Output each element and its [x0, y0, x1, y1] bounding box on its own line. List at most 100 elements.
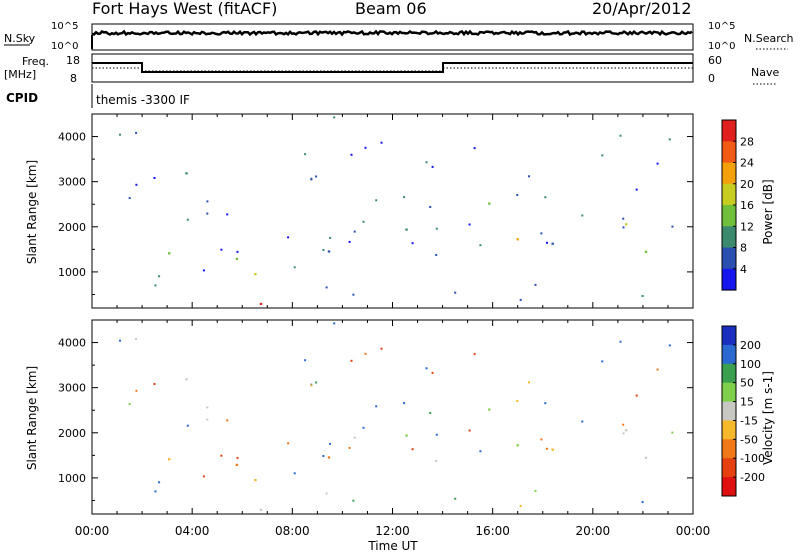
- data-point: [671, 225, 674, 228]
- colorbar-bin: [722, 247, 736, 270]
- data-point: [206, 418, 209, 421]
- data-point: [622, 226, 625, 229]
- data-point: [119, 133, 121, 136]
- data-point: [287, 236, 290, 239]
- data-point: [644, 250, 648, 253]
- noise-panel: [91, 23, 694, 51]
- data-point: [435, 460, 438, 462]
- time-axis-ticks: 00:00 04:00 08:00 12:00 16:00 20:00 00:00: [75, 524, 711, 538]
- data-point: [656, 368, 659, 371]
- velocity-scatter: [119, 322, 674, 511]
- data-point: [352, 293, 355, 296]
- data-point: [293, 266, 296, 269]
- colorbar-tick-label: 4: [740, 263, 747, 276]
- x-tick-label: 04:00: [175, 524, 210, 538]
- data-point: [551, 448, 554, 451]
- data-point: [540, 232, 543, 235]
- data-point: [635, 188, 638, 191]
- data-point: [625, 429, 628, 432]
- colorbar-tick-label: -15: [740, 414, 758, 427]
- data-point: [519, 298, 522, 301]
- data-point: [516, 400, 519, 402]
- data-point: [333, 322, 336, 325]
- data-point: [202, 269, 205, 272]
- colorbar-bin: [722, 363, 736, 384]
- data-point: [327, 250, 331, 253]
- colorbar-tick-label: -100: [740, 452, 765, 465]
- data-point: [468, 429, 471, 432]
- nave-tick-bottom: 0: [708, 72, 715, 85]
- data-point: [325, 492, 328, 495]
- freq-label: Freq.: [22, 55, 49, 68]
- data-point: [544, 402, 547, 405]
- data-point: [619, 340, 622, 343]
- nave-line: [92, 67, 693, 72]
- data-point: [473, 147, 476, 150]
- colorbar-bin: [722, 268, 736, 291]
- x-tick-label: 20:00: [576, 524, 611, 538]
- data-point: [168, 458, 171, 461]
- data-point: [431, 371, 434, 374]
- colorbar-tick-label: 50: [740, 377, 754, 390]
- data-point: [153, 383, 156, 385]
- data-point: [656, 162, 659, 165]
- data-point: [310, 178, 313, 181]
- colorbar-bin: [722, 458, 736, 478]
- data-point: [353, 230, 356, 233]
- colorbar-tick-label: 200: [740, 339, 761, 352]
- colorbar-bin: [722, 162, 736, 185]
- plot-title: Fort Hays West (fitACF): [92, 0, 277, 18]
- data-point: [405, 228, 408, 231]
- y-tick-label: 4000: [58, 131, 86, 144]
- power-ylabel: Slant Range [km]: [25, 160, 39, 264]
- cpid-text: themis -3300 IF: [96, 93, 190, 107]
- data-point: [154, 284, 157, 287]
- cpid-label: CPID: [6, 91, 38, 105]
- data-point: [350, 359, 353, 362]
- noise-tick-left-bottom: 10^0: [51, 41, 78, 52]
- data-point: [431, 165, 434, 168]
- data-point: [226, 419, 229, 422]
- data-point: [128, 197, 131, 200]
- data-point: [329, 442, 332, 445]
- data-point: [135, 389, 138, 392]
- data-point: [544, 196, 547, 199]
- data-point: [473, 353, 476, 356]
- colorbar-tick-label: 8: [740, 242, 747, 255]
- time-axis-label: Time UT: [367, 539, 418, 553]
- data-point: [479, 450, 482, 453]
- colorbar-bin: [722, 401, 736, 421]
- colorbar-tick-label: 12: [740, 220, 754, 233]
- power-scatter: [119, 116, 674, 305]
- velocity-ylabel: Slant Range [km]: [25, 366, 39, 470]
- data-point: [429, 412, 432, 414]
- data-point: [202, 475, 205, 478]
- data-point: [425, 161, 428, 164]
- data-point: [153, 177, 156, 179]
- colorbar-bin: [722, 226, 736, 249]
- colorbar-bin: [722, 420, 736, 440]
- data-point: [220, 248, 223, 251]
- data-point: [206, 200, 209, 203]
- nsearch-label: N.Search: [744, 32, 794, 45]
- data-point: [329, 236, 332, 239]
- data-point: [581, 214, 584, 217]
- colorbar-bin: [722, 439, 736, 459]
- colorbar-tick-label: 20: [740, 178, 754, 191]
- data-point: [293, 472, 296, 475]
- data-point: [435, 433, 438, 436]
- beam-label: Beam 06: [355, 0, 427, 18]
- data-point: [375, 405, 378, 408]
- data-point: [435, 227, 438, 230]
- data-point: [315, 381, 318, 384]
- data-point: [362, 426, 365, 429]
- data-point: [668, 344, 671, 347]
- data-point: [454, 497, 457, 500]
- y-tick-label: 2000: [58, 221, 86, 234]
- data-point: [546, 241, 548, 244]
- noise-tick-left-top: 10^5: [51, 21, 78, 32]
- data-point: [534, 489, 537, 492]
- data-point: [333, 116, 336, 119]
- data-point: [488, 202, 491, 205]
- data-point: [403, 196, 406, 199]
